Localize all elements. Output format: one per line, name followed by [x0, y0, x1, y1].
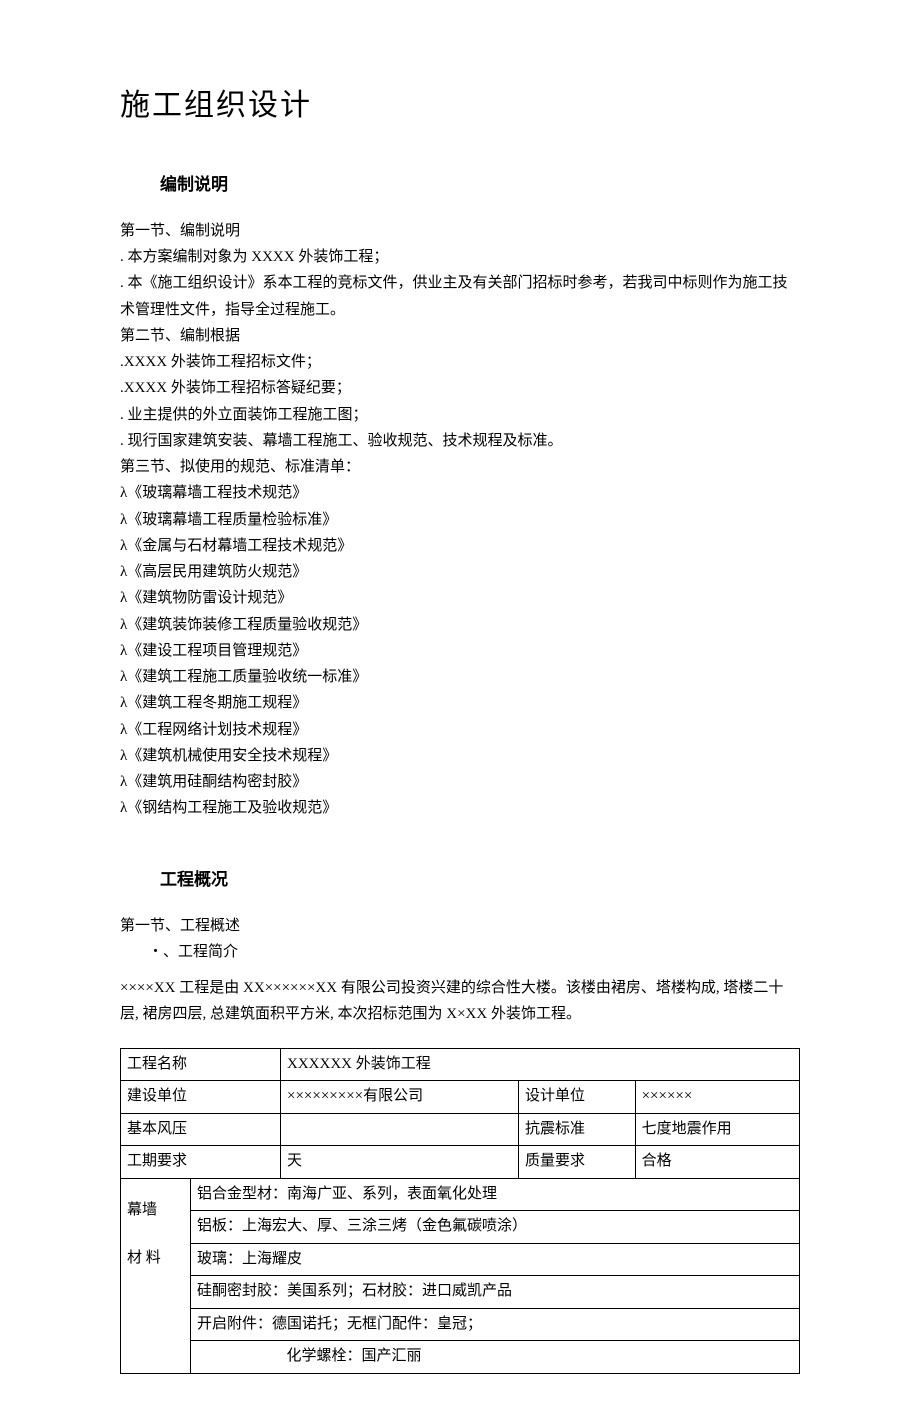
cell-label: 建设单位 — [121, 1081, 281, 1114]
table-row: 化学螺栓：国产汇丽 — [121, 1341, 800, 1374]
cell-value: ×××××× — [635, 1081, 799, 1114]
cell-value: 开启附件：德国诺托；无框门配件：皇冠； — [191, 1308, 800, 1341]
body-line: λ《玻璃幕墙工程技术规范》 — [120, 480, 800, 506]
cell-value: 铝合金型材：南海广亚、系列，表面氧化处理 — [191, 1178, 800, 1211]
cell-value: 玻璃：上海耀皮 — [191, 1243, 800, 1276]
body-line: λ《建筑用硅酮结构密封胶》 — [120, 769, 800, 795]
cell-label: 抗震标准 — [519, 1113, 636, 1146]
cell-value: 七度地震作用 — [635, 1113, 799, 1146]
table-row: 开启附件：德国诺托；无框门配件：皇冠； — [121, 1308, 800, 1341]
cell-label: 设计单位 — [519, 1081, 636, 1114]
body-line: λ《建筑机械使用安全技术规程》 — [120, 743, 800, 769]
cell-value: 合格 — [635, 1146, 799, 1179]
cell-value: 化学螺栓：国产汇丽 — [281, 1341, 800, 1374]
body-line: . 本方案编制对象为 XXXX 外装饰工程； — [120, 244, 800, 270]
cell-value: 铝板：上海宏大、厚、三涂三烤（金色氟碳喷涂） — [191, 1211, 800, 1244]
body-line: . 本《施工组织设计》系本工程的竞标文件，供业主及有关部门招标时参考，若我司中标… — [120, 270, 800, 323]
cell-label: 工程名称 — [121, 1048, 281, 1081]
table-row: 硅酮密封胶：美国系列；石材胶：进口威凯产品 — [121, 1276, 800, 1309]
body-line: λ《建筑物防雷设计规范》 — [120, 585, 800, 611]
cell-value: ×××××××××有限公司 — [281, 1081, 519, 1114]
sub-heading: 第一节、工程概述 — [120, 913, 800, 939]
body-line: . 业主提供的外立面装饰工程施工图； — [120, 402, 800, 428]
body-line: λ《建筑装饰装修工程质量验收规范》 — [120, 612, 800, 638]
cell-label: 材 料 — [121, 1243, 191, 1373]
body-line: λ《高层民用建筑防火规范》 — [120, 559, 800, 585]
section1-body: 第一节、编制说明 . 本方案编制对象为 XXXX 外装饰工程； . 本《施工组织… — [120, 218, 800, 822]
table-row: 材 料 玻璃：上海耀皮 — [121, 1243, 800, 1276]
body-line: λ《钢结构工程施工及验收规范》 — [120, 795, 800, 821]
table-row: 工期要求 天 质量要求 合格 — [121, 1146, 800, 1179]
section-heading-2: 工程概况 — [120, 866, 800, 895]
body-line: 第一节、编制说明 — [120, 218, 800, 244]
sub-item: ・、工程简介 — [120, 939, 800, 965]
cell-label: 质量要求 — [519, 1146, 636, 1179]
cell-value: 天 — [281, 1146, 519, 1179]
cell-value: XXXXXX 外装饰工程 — [281, 1048, 800, 1081]
body-line: 第二节、编制根据 — [120, 323, 800, 349]
table-row: 工程名称 XXXXXX 外装饰工程 — [121, 1048, 800, 1081]
cell-label: 幕墙 — [121, 1178, 191, 1243]
cell-label: 基本风压 — [121, 1113, 281, 1146]
description-paragraph: ××××XX 工程是由 XX××××××XX 有限公司投资兴建的综合性大楼。该楼… — [120, 975, 800, 1028]
body-line: λ《金属与石材幕墙工程技术规范》 — [120, 533, 800, 559]
section2-body: 第一节、工程概述 ・、工程简介 ××××XX 工程是由 XX××××××XX 有… — [120, 913, 800, 1028]
cell-value — [281, 1113, 519, 1146]
document-title: 施工组织设计 — [120, 80, 800, 131]
body-line: λ《工程网络计划技术规程》 — [120, 717, 800, 743]
section-heading-1: 编制说明 — [120, 171, 800, 200]
cell-empty — [191, 1341, 281, 1374]
cell-value: 硅酮密封胶：美国系列；石材胶：进口威凯产品 — [191, 1276, 800, 1309]
body-line: 第三节、拟使用的规范、标准清单： — [120, 454, 800, 480]
body-line: λ《玻璃幕墙工程质量检验标准》 — [120, 507, 800, 533]
project-info-table: 工程名称 XXXXXX 外装饰工程 建设单位 ×××××××××有限公司 设计单… — [120, 1048, 800, 1374]
body-line: .XXXX 外装饰工程招标文件； — [120, 349, 800, 375]
table-row: 幕墙 铝合金型材：南海广亚、系列，表面氧化处理 — [121, 1178, 800, 1211]
body-line: λ《建筑工程冬期施工规程》 — [120, 690, 800, 716]
body-line: λ《建筑工程施工质量验收统一标准》 — [120, 664, 800, 690]
table-row: 建设单位 ×××××××××有限公司 设计单位 ×××××× — [121, 1081, 800, 1114]
body-line: .XXXX 外装饰工程招标答疑纪要； — [120, 375, 800, 401]
cell-label: 工期要求 — [121, 1146, 281, 1179]
body-line: . 现行国家建筑安装、幕墙工程施工、验收规范、技术规程及标准。 — [120, 428, 800, 454]
table-row: 基本风压 抗震标准 七度地震作用 — [121, 1113, 800, 1146]
body-line: λ《建设工程项目管理规范》 — [120, 638, 800, 664]
table-row: 铝板：上海宏大、厚、三涂三烤（金色氟碳喷涂） — [121, 1211, 800, 1244]
